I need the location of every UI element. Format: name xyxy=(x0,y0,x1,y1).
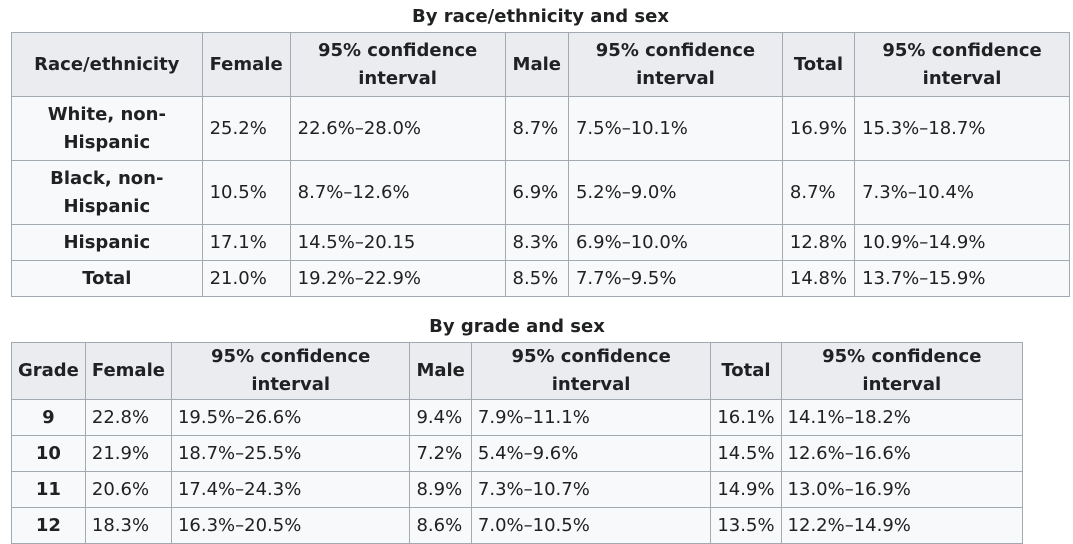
table-cell: 18.3% xyxy=(84,507,172,544)
table-cell: 21.0% xyxy=(201,260,291,297)
row-label: 12 xyxy=(11,507,86,544)
table-cell: 20.6% xyxy=(84,471,172,508)
table-cell: 21.9% xyxy=(84,435,172,472)
table-cell: 19.2%–22.9% xyxy=(289,260,506,297)
table-cell: 17.4%–24.3% xyxy=(170,471,411,508)
table-cell: 22.8% xyxy=(84,399,172,436)
table-cell: 12.6%–16.6% xyxy=(780,435,1024,472)
table-cell: 10.5% xyxy=(201,160,291,225)
table-cell: 7.2% xyxy=(409,435,472,472)
table-cell: 14.9% xyxy=(710,471,782,508)
header-row: Grade Female 95% confidence interval Mal… xyxy=(11,342,1024,400)
table-cell: 10.9%–14.9% xyxy=(854,224,1070,261)
table-cell: 19.5%–26.6% xyxy=(170,399,411,436)
table-cell: 9.4% xyxy=(409,399,472,436)
table-cell: 15.3%–18.7% xyxy=(854,96,1070,161)
table-cell: 8.3% xyxy=(504,224,569,261)
table-cell: 8.5% xyxy=(504,260,569,297)
table-cell: 14.5% xyxy=(710,435,782,472)
header-cell: 95% confidence interval xyxy=(780,342,1024,400)
table-cell: 12.2%–14.9% xyxy=(780,507,1024,544)
header-cell: Male xyxy=(504,32,569,97)
table-row: White, non-Hispanic 25.2% 22.6%–28.0% 8.… xyxy=(11,96,1070,161)
header-cell: 95% confidence interval xyxy=(854,32,1070,97)
table-cell: 7.5%–10.1% xyxy=(567,96,783,161)
table-cell: 13.7%–15.9% xyxy=(854,260,1070,297)
race-table-caption: By race/ethnicity and sex xyxy=(412,6,669,27)
table-cell: 7.0%–10.5% xyxy=(470,507,712,544)
table-cell: 12.8% xyxy=(781,224,856,261)
table-cell: 7.9%–11.1% xyxy=(470,399,712,436)
table-cell: 17.1% xyxy=(201,224,291,261)
header-cell: Grade xyxy=(11,342,86,400)
header-cell: Female xyxy=(84,342,172,400)
header-cell: Female xyxy=(201,32,291,97)
race-ethnicity-table: Race/ethnicity Female 95% confidence int… xyxy=(11,32,1070,297)
table-row: 12 18.3% 16.3%–20.5% 8.6% 7.0%–10.5% 13.… xyxy=(11,507,1024,544)
header-cell: Male xyxy=(409,342,472,400)
table-cell: 5.4%–9.6% xyxy=(470,435,712,472)
header-cell: Total xyxy=(710,342,782,400)
table-row: 10 21.9% 18.7%–25.5% 7.2% 5.4%–9.6% 14.5… xyxy=(11,435,1024,472)
table-row: Hispanic 17.1% 14.5%–20.15 8.3% 6.9%–10.… xyxy=(11,224,1070,261)
table-cell: 7.3%–10.7% xyxy=(470,471,712,508)
header-cell: 95% confidence interval xyxy=(470,342,712,400)
row-label: 10 xyxy=(11,435,86,472)
table-cell: 8.6% xyxy=(409,507,472,544)
table-cell: 16.9% xyxy=(781,96,856,161)
table-row: 9 22.8% 19.5%–26.6% 9.4% 7.9%–11.1% 16.1… xyxy=(11,399,1024,436)
row-label: 11 xyxy=(11,471,86,508)
table-cell: 5.2%–9.0% xyxy=(567,160,783,225)
row-label: 9 xyxy=(11,399,86,436)
header-cell: Race/ethnicity xyxy=(11,32,203,97)
table-cell: 8.7% xyxy=(504,96,569,161)
grade-table: Grade Female 95% confidence interval Mal… xyxy=(11,342,1024,544)
table-cell: 6.9%–10.0% xyxy=(567,224,783,261)
table-cell: 6.9% xyxy=(504,160,569,225)
table-row: Total 21.0% 19.2%–22.9% 8.5% 7.7%–9.5% 1… xyxy=(11,260,1070,297)
grade-table-caption: By grade and sex xyxy=(429,316,605,337)
table-cell: 14.1%–18.2% xyxy=(780,399,1024,436)
table-cell: 13.0%–16.9% xyxy=(780,471,1024,508)
table-cell: 16.3%–20.5% xyxy=(170,507,411,544)
table-cell: 14.5%–20.15 xyxy=(289,224,506,261)
header-cell: 95% confidence interval xyxy=(170,342,411,400)
row-label: White, non-Hispanic xyxy=(11,96,203,161)
row-label: Hispanic xyxy=(11,224,203,261)
table-cell: 14.8% xyxy=(781,260,856,297)
table-cell: 16.1% xyxy=(710,399,782,436)
table-cell: 8.7% xyxy=(781,160,856,225)
table-row: Black, non-Hispanic 10.5% 8.7%–12.6% 6.9… xyxy=(11,160,1070,225)
table-row: 11 20.6% 17.4%–24.3% 8.9% 7.3%–10.7% 14.… xyxy=(11,471,1024,508)
row-label: Black, non-Hispanic xyxy=(11,160,203,225)
table-cell: 8.9% xyxy=(409,471,472,508)
header-cell: 95% confidence interval xyxy=(289,32,506,97)
header-cell: 95% confidence interval xyxy=(567,32,783,97)
table-cell: 7.7%–9.5% xyxy=(567,260,783,297)
table-cell: 25.2% xyxy=(201,96,291,161)
table-cell: 18.7%–25.5% xyxy=(170,435,411,472)
table-cell: 8.7%–12.6% xyxy=(289,160,506,225)
table-cell: 7.3%–10.4% xyxy=(854,160,1070,225)
header-cell: Total xyxy=(781,32,856,97)
row-label: Total xyxy=(11,260,203,297)
table-cell: 13.5% xyxy=(710,507,782,544)
table-cell: 22.6%–28.0% xyxy=(289,96,506,161)
header-row: Race/ethnicity Female 95% confidence int… xyxy=(11,32,1070,97)
